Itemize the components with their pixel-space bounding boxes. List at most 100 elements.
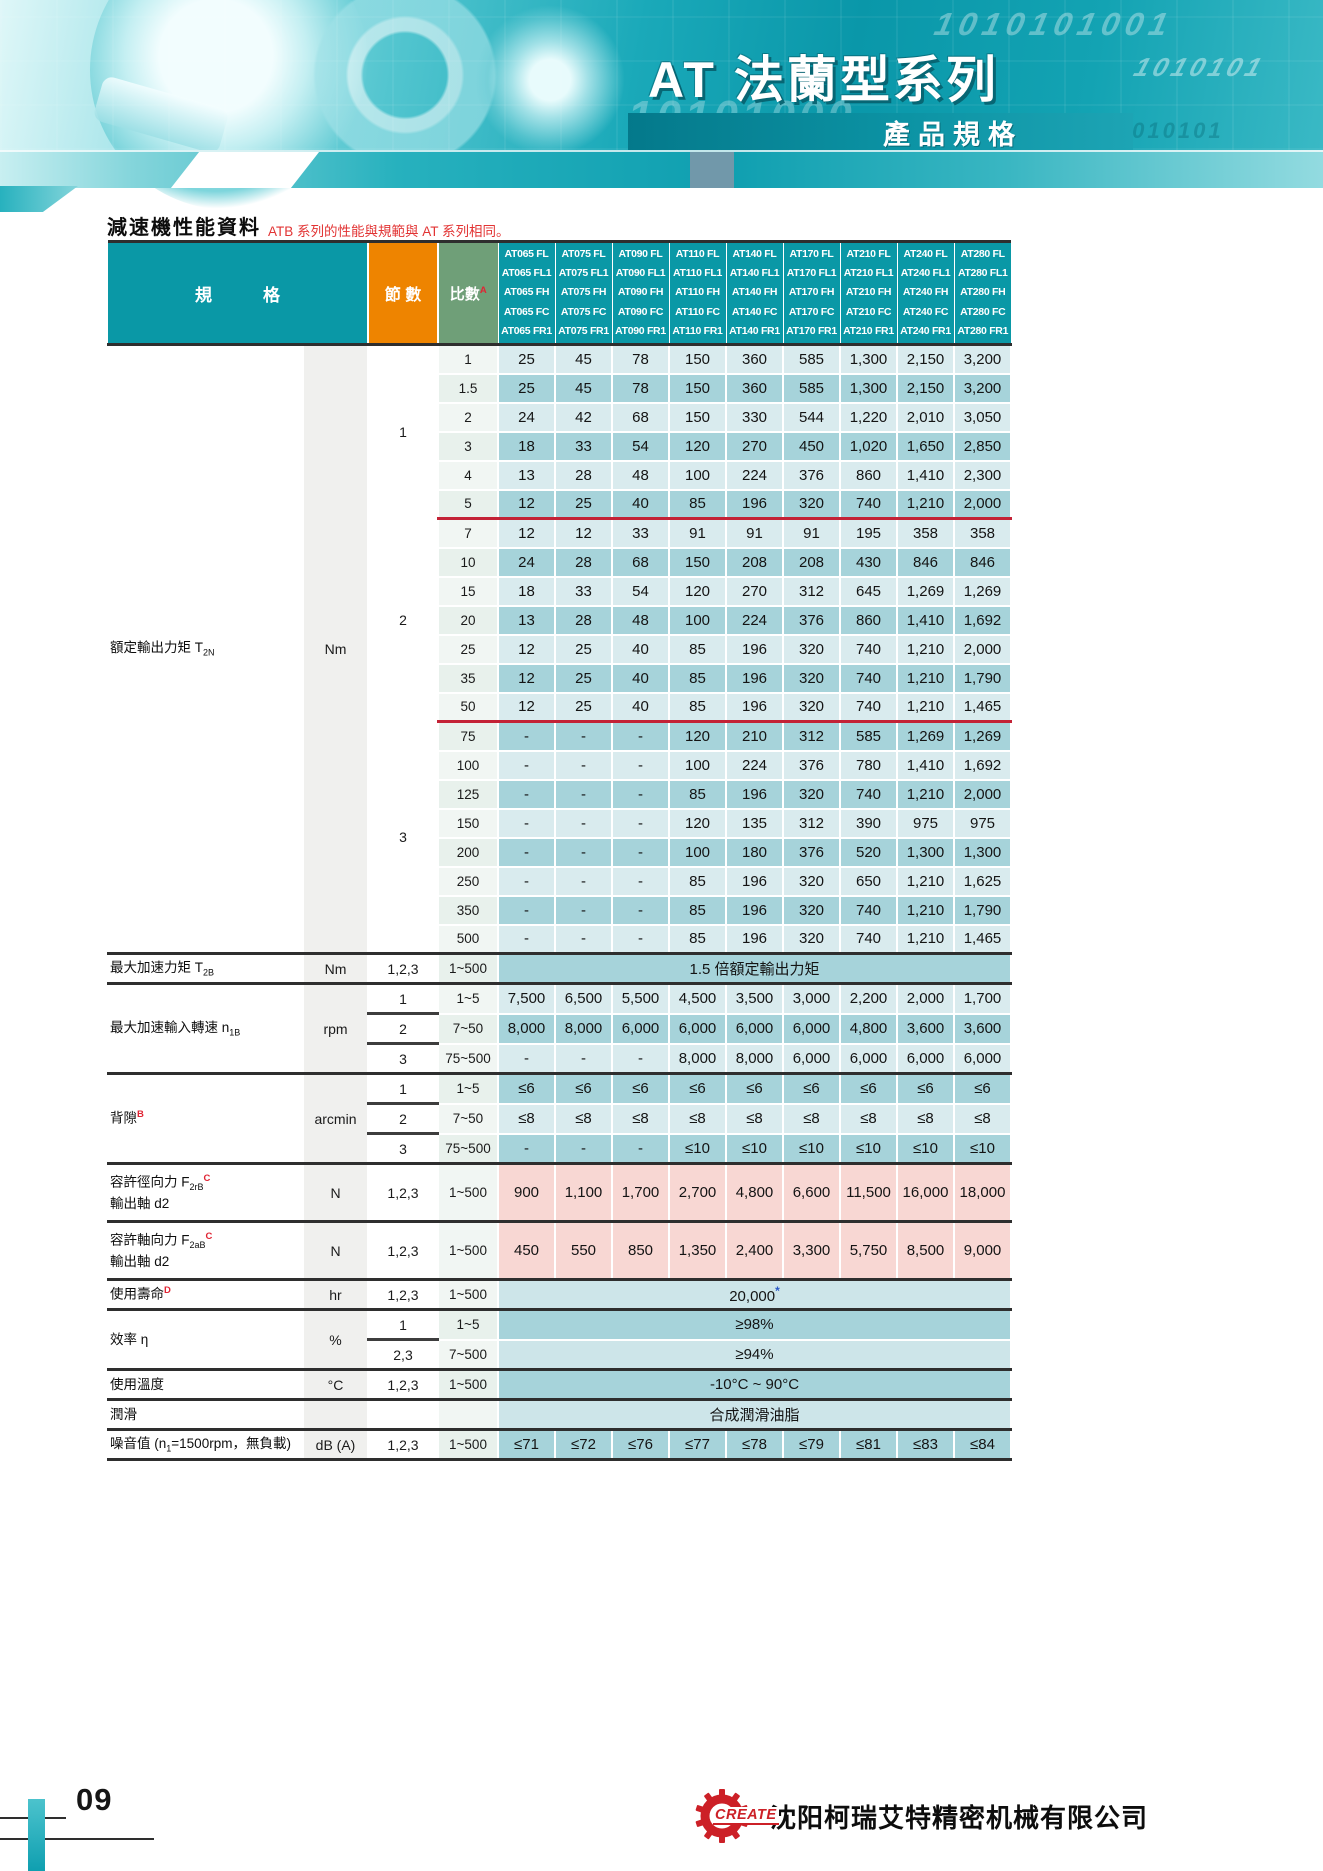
value-cell: ≤10	[725, 1132, 784, 1165]
value-cell: 846	[896, 546, 955, 578]
value-cell: 740	[839, 633, 898, 665]
series-title: AT 法蘭型系列	[648, 52, 999, 108]
value-cell: 585	[839, 720, 898, 752]
value-cell: 1,220	[839, 401, 898, 433]
value-cell: ≤79	[782, 1428, 841, 1461]
value-cell: -	[611, 778, 670, 810]
value-cell: 25	[497, 343, 556, 375]
value-cell: 120	[668, 575, 727, 607]
value-cell: 120	[668, 807, 727, 839]
value-cell: 12	[497, 662, 556, 694]
spec-label-cell: 最大加速輸入轉速 n1B	[107, 982, 304, 1075]
value-cell: 3,200	[953, 343, 1012, 375]
value-cell: 6,000	[953, 1042, 1012, 1075]
ratio-cell: 350	[437, 894, 499, 926]
value-cell: 740	[839, 923, 898, 955]
value-cell: 6,000	[782, 1042, 841, 1075]
machinery-shaft-image	[470, 0, 630, 160]
table-row: 2 7~50 ≤8 ≤8 ≤8 ≤8 ≤8 ≤8 ≤8 ≤8 ≤8	[108, 1102, 1012, 1135]
table-row: 500- - -85 196 320 740 1,210 1,465	[108, 923, 1012, 955]
ratio-cell: 7~50	[437, 1012, 499, 1045]
company-name: 沈阳柯瑞艾特精密机械有限公司	[770, 1802, 1149, 1833]
value-cell: 1,650	[896, 430, 955, 462]
value-cell: 270	[725, 430, 784, 462]
value-cell: 24	[497, 546, 556, 578]
value-cell: ≤6	[896, 1072, 955, 1105]
ratio-cell: 1~500	[437, 1368, 499, 1401]
ratio-cell: 200	[437, 836, 499, 868]
value-cell: 2,000	[953, 488, 1012, 520]
table-row: 200- - -100 180 376 520 1,300 1,300	[108, 836, 1012, 868]
value-cell: 24	[497, 401, 556, 433]
value-cell: 358	[953, 517, 1012, 549]
stripe-wedge	[0, 186, 78, 212]
company-footer: CREATE 沈阳柯瑞艾特精密机械有限公司	[694, 1788, 1148, 1844]
value-cell: 900	[497, 1162, 556, 1223]
value-cell: 100	[668, 836, 727, 868]
ratio-cell: 1.5	[437, 372, 499, 404]
stage-cell: 1,2,3	[367, 952, 439, 985]
value-cell: 12	[497, 488, 556, 520]
value-cell: ≤6	[839, 1072, 898, 1105]
value-cell: 8,500	[896, 1220, 955, 1281]
spec-table: 規 格 節 數 比數A AT065 FL AT065 FL1 AT065 FH AT0…	[107, 240, 1012, 1461]
value-cell: 1,625	[953, 865, 1012, 897]
create-logo-text: CREATE	[713, 1807, 779, 1825]
spec-label-cell: 使用溫度	[107, 1368, 304, 1401]
value-cell: 312	[782, 575, 841, 607]
value-cell: 208	[725, 546, 784, 578]
value-cell: 6,000	[896, 1042, 955, 1075]
value-cell: 376	[782, 604, 841, 636]
value-cell: 224	[725, 459, 784, 491]
model-column-header: AT075 FL AT075 FL1 AT075 FH AT075 FC AT075 F…	[554, 240, 612, 346]
value-cell: 85	[668, 488, 727, 520]
value-cell: ≤72	[554, 1428, 613, 1461]
value-cell: 18,000	[953, 1162, 1012, 1223]
ratio-cell: 10	[437, 546, 499, 578]
value-cell: -	[554, 894, 613, 926]
value-cell: 360	[725, 343, 784, 375]
value-cell: ≤78	[725, 1428, 784, 1461]
table-row: 容許軸向力 F2aBC 輸出軸 d2 N 1,2,3 1~500 450 550 850 1,3…	[107, 1220, 1012, 1281]
stage-cell: 1,2,3	[367, 1368, 439, 1401]
value-cell: 91	[725, 517, 784, 549]
value-cell: -	[554, 720, 613, 752]
stage-cell: 1,2,3	[367, 1428, 439, 1461]
value-cell: 1,269	[896, 720, 955, 752]
value-cell: 1,692	[953, 749, 1012, 781]
ratio-cell: 1~500	[437, 1428, 499, 1461]
value-cell: 45	[554, 343, 613, 375]
table-row: 125- - -85 196 320 740 1,210 2,000	[108, 778, 1012, 810]
value-cell: -	[611, 807, 670, 839]
table-row: 25 12 25 40 85 196 320 740 1,210 2,000	[108, 633, 1012, 665]
value-cell: 100	[668, 604, 727, 636]
table-row: 15 18 33 54 120 270 312 645 1,269 1,269	[108, 575, 1012, 607]
span-value-cell: 1.5 倍額定輸出力矩	[497, 952, 1012, 985]
value-cell: 54	[611, 575, 670, 607]
value-cell: 1,410	[896, 749, 955, 781]
table-row: 5 12 25 40 85 196 320 740 1,210 2,000	[108, 488, 1012, 520]
value-cell: 16,000	[896, 1162, 955, 1223]
value-cell: 320	[782, 894, 841, 926]
page-number: 09	[76, 1782, 113, 1817]
value-cell: 740	[839, 894, 898, 926]
value-cell: 13	[497, 604, 556, 636]
span-value-cell: ≥94%	[497, 1338, 1012, 1371]
spec-label-cell: 使用壽命D	[107, 1278, 304, 1311]
value-cell: 1,790	[953, 662, 1012, 694]
value-cell: ≤6	[725, 1072, 784, 1105]
value-cell: -	[611, 836, 670, 868]
value-cell: 85	[668, 662, 727, 694]
table-row: 150- - -120 135 312 390 975 975	[108, 807, 1012, 839]
section-heading: 減速機性能資料	[107, 217, 261, 239]
spec-label-cell: 最大加速力矩 T2B	[107, 952, 304, 985]
value-cell: -	[554, 923, 613, 955]
create-logo: CREATE	[694, 1788, 779, 1844]
value-cell: 544	[782, 401, 841, 433]
value-cell: 2,150	[896, 343, 955, 375]
value-cell: 1,410	[896, 459, 955, 491]
value-cell: -	[554, 778, 613, 810]
value-cell: 150	[668, 546, 727, 578]
stage-cell: 1	[367, 1308, 439, 1341]
table-row: 2 7~50 8,000 8,000 6,000 6,000 6,000 6,000 4,800…	[108, 1012, 1012, 1045]
